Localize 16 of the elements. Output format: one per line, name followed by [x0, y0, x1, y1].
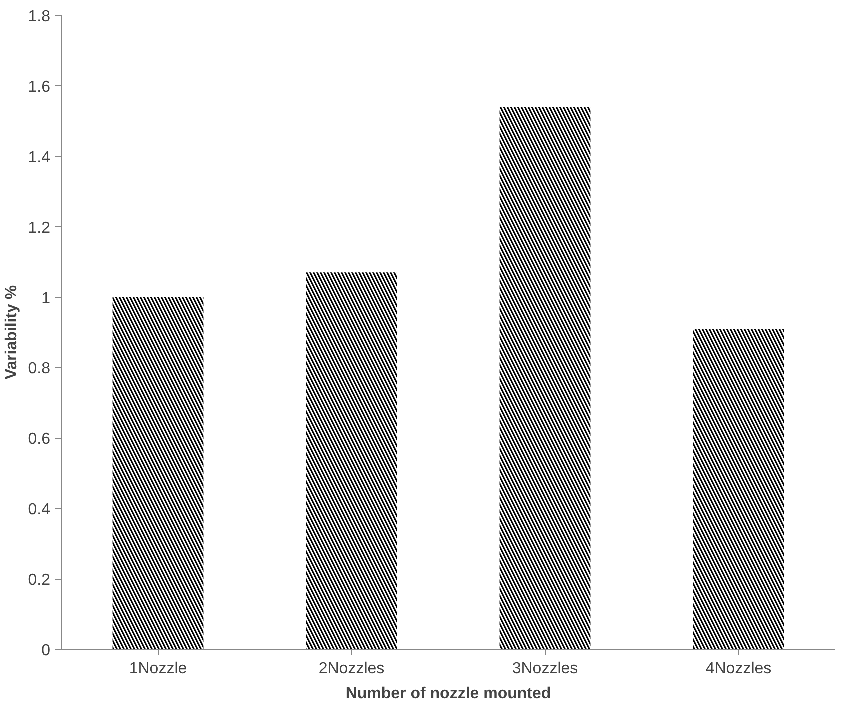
y-tick-label: 0.2 [28, 572, 51, 590]
y-tick-label: 1.4 [28, 149, 51, 166]
x-tick-label: 2Nozzles [318, 660, 385, 678]
x-tick-label: 4Nozzles [706, 660, 772, 678]
y-tick-label: 0 [42, 642, 51, 660]
y-tick-label: 0.8 [28, 360, 51, 378]
x-tick-label: 3Nozzles [512, 660, 578, 678]
x-tick-label: 1Nozzle [129, 660, 188, 678]
y-tick-label: 1.8 [28, 8, 51, 26]
y-tick-label: 1.2 [28, 220, 51, 237]
y-tick-label: 0.4 [28, 502, 51, 519]
y-tick-label: 1.6 [28, 78, 51, 96]
y-axis-title: Variability % [3, 285, 20, 380]
y-tick-label: 1 [42, 290, 51, 308]
x-axis-title: Number of nozzle mounted [346, 686, 552, 702]
y-tick-label: 0.6 [28, 431, 51, 448]
